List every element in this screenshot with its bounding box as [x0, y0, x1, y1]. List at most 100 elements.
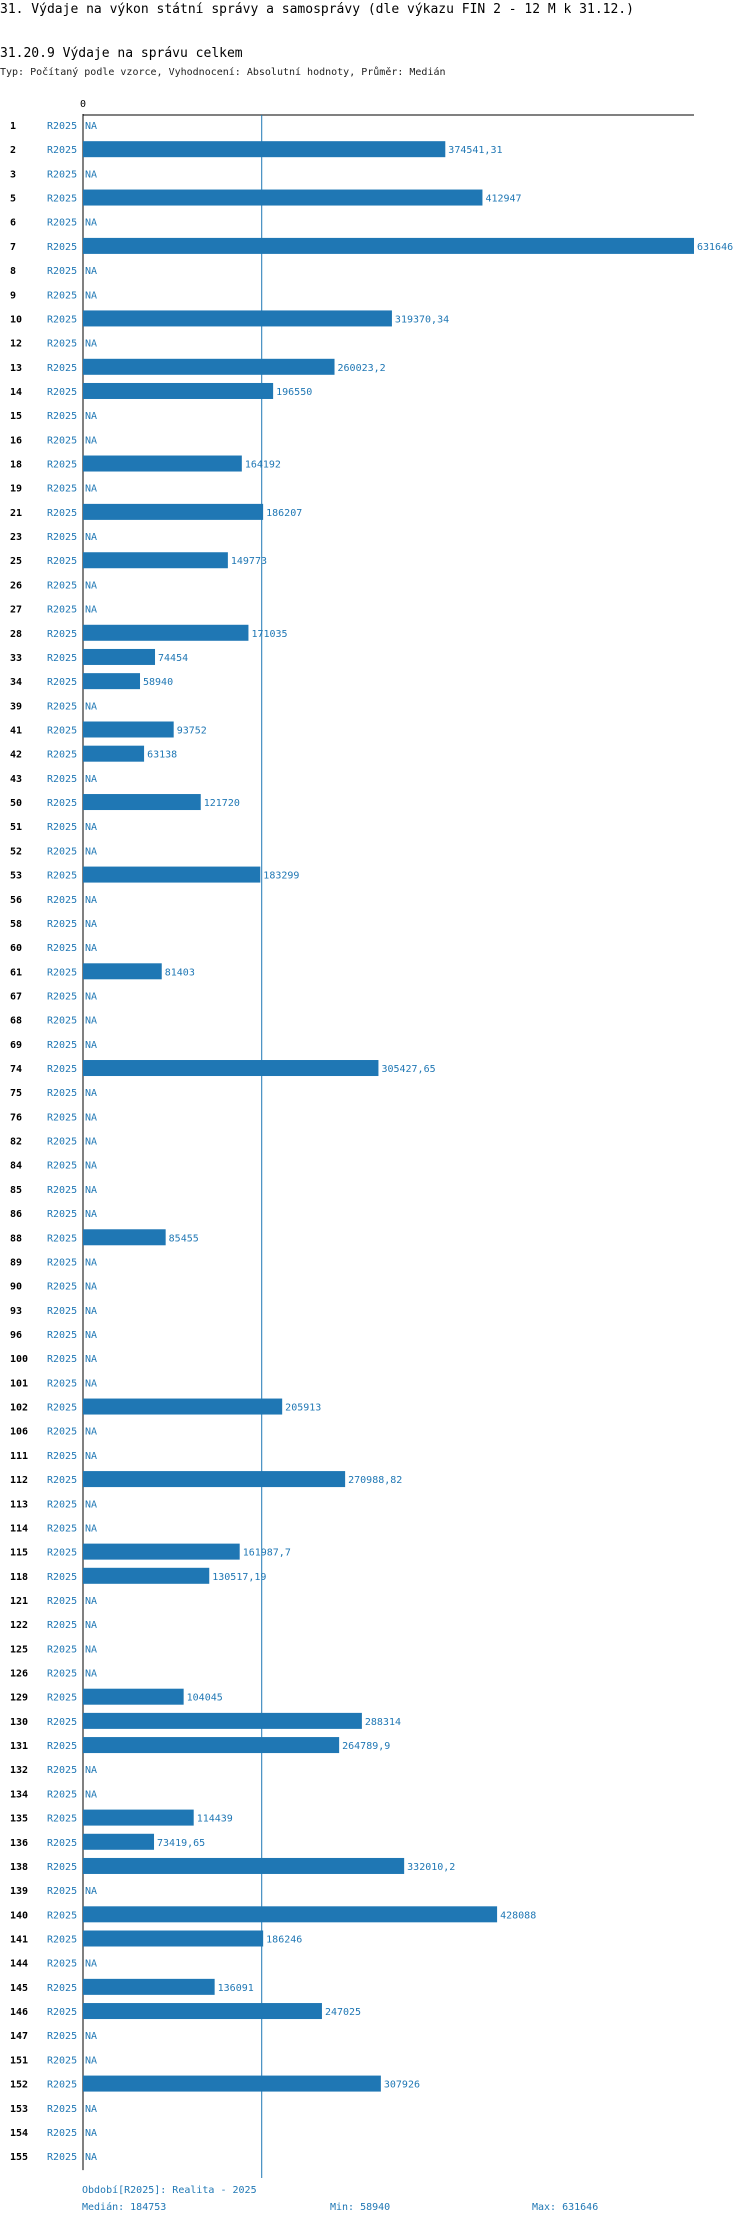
- na-label: NA: [85, 2104, 97, 2115]
- na-label: NA: [85, 605, 97, 616]
- period-label: R2025: [47, 1330, 77, 1341]
- row-label: 33: [10, 653, 22, 664]
- value-label: 186207: [266, 508, 302, 519]
- row-label: 27: [10, 605, 22, 616]
- period-label: R2025: [47, 846, 77, 857]
- data-bar: [83, 794, 201, 811]
- row-label: 114: [10, 1523, 28, 1534]
- data-bar: [83, 963, 162, 980]
- period-label: R2025: [47, 1596, 77, 1607]
- row-label: 19: [10, 484, 22, 495]
- na-label: NA: [85, 435, 97, 446]
- value-label: 114439: [197, 1814, 233, 1825]
- period-label: R2025: [47, 991, 77, 1002]
- period-label: R2025: [47, 1983, 77, 1994]
- data-bar: [83, 1809, 194, 1826]
- period-label: R2025: [47, 943, 77, 954]
- value-label: 196550: [276, 387, 312, 398]
- period-label: R2025: [47, 967, 77, 978]
- na-label: NA: [85, 991, 97, 1002]
- value-label: 631646: [697, 242, 733, 253]
- na-label: NA: [85, 580, 97, 591]
- data-bar: [83, 648, 156, 665]
- period-label: R2025: [47, 169, 77, 180]
- row-label: 41: [10, 726, 22, 737]
- na-label: NA: [85, 943, 97, 954]
- row-label: 129: [10, 1693, 28, 1704]
- row-label: 14: [10, 387, 22, 398]
- period-label: R2025: [47, 822, 77, 833]
- row-label: 111: [10, 1451, 28, 1462]
- na-label: NA: [85, 266, 97, 277]
- row-label: 75: [10, 1088, 22, 1099]
- period-label: R2025: [47, 1862, 77, 1873]
- footer-max: Max: 631646: [532, 2202, 598, 2213]
- value-label: 247025: [325, 2007, 361, 2018]
- period-label: R2025: [47, 2007, 77, 2018]
- data-bar: [83, 1229, 166, 1246]
- na-label: NA: [85, 484, 97, 495]
- value-label: 136091: [218, 1983, 254, 1994]
- na-label: NA: [85, 1523, 97, 1534]
- na-label: NA: [85, 1282, 97, 1293]
- value-label: 260023,2: [338, 363, 386, 374]
- period-label: R2025: [47, 871, 77, 882]
- period-label: R2025: [47, 1112, 77, 1123]
- row-label: 61: [10, 967, 22, 978]
- data-bar: [83, 1857, 405, 1874]
- row-label: 154: [10, 2128, 28, 2139]
- row-label: 112: [10, 1475, 28, 1486]
- row-label: 16: [10, 435, 22, 446]
- period-label: R2025: [47, 701, 77, 712]
- period-label: R2025: [47, 1499, 77, 1510]
- period-label: R2025: [47, 1765, 77, 1776]
- na-label: NA: [85, 2031, 97, 2042]
- value-label: 121720: [204, 798, 240, 809]
- row-label: 106: [10, 1427, 28, 1438]
- na-label: NA: [85, 1959, 97, 1970]
- period-label: R2025: [47, 774, 77, 785]
- period-label: R2025: [47, 1572, 77, 1583]
- value-label: 161987,7: [243, 1548, 291, 1559]
- na-label: NA: [85, 169, 97, 180]
- indicator-type-line: Typ: Počítaný podle vzorce, Vyhodnocení:…: [0, 67, 446, 78]
- na-label: NA: [85, 1886, 97, 1897]
- period-label: R2025: [47, 411, 77, 422]
- row-label: 5: [10, 194, 16, 205]
- value-label: 93752: [177, 726, 207, 737]
- row-label: 53: [10, 871, 22, 882]
- row-label: 96: [10, 1330, 22, 1341]
- na-label: NA: [85, 1209, 97, 1220]
- row-label: 25: [10, 556, 22, 567]
- row-label: 82: [10, 1137, 22, 1148]
- data-bar: [83, 1398, 283, 1415]
- period-label: R2025: [47, 580, 77, 591]
- period-label: R2025: [47, 726, 77, 737]
- period-label: R2025: [47, 1016, 77, 1027]
- row-label: 88: [10, 1233, 22, 1244]
- data-bar: [83, 1930, 264, 1947]
- data-bar: [83, 1978, 215, 1995]
- period-label: R2025: [47, 145, 77, 156]
- na-label: NA: [85, 2055, 97, 2066]
- period-label: R2025: [47, 1741, 77, 1752]
- data-bar: [83, 141, 446, 158]
- period-label: R2025: [47, 2055, 77, 2066]
- na-label: NA: [85, 1016, 97, 1027]
- na-label: NA: [85, 822, 97, 833]
- period-label: R2025: [47, 2152, 77, 2163]
- data-bar: [83, 1471, 346, 1488]
- period-label: R2025: [47, 1306, 77, 1317]
- period-label: R2025: [47, 605, 77, 616]
- period-label: R2025: [47, 314, 77, 325]
- na-label: NA: [85, 1669, 97, 1680]
- period-label: R2025: [47, 1717, 77, 1728]
- period-label: R2025: [47, 1233, 77, 1244]
- data-bar: [83, 310, 392, 327]
- na-label: NA: [85, 1137, 97, 1148]
- row-label: 145: [10, 1983, 28, 1994]
- footer-min: Min: 58940: [330, 2202, 390, 2213]
- period-label: R2025: [47, 2080, 77, 2091]
- na-label: NA: [85, 1378, 97, 1389]
- row-label: 74: [10, 1064, 22, 1075]
